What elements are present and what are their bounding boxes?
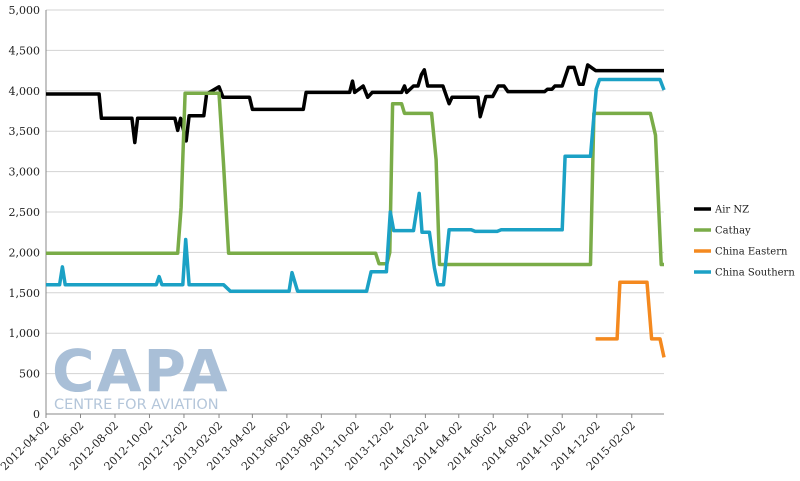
series-lines [46,63,666,358]
y-tick-label: 4,000 [9,85,41,98]
y-tick-label: 1,000 [9,327,41,340]
y-tick-label: 3,500 [9,125,41,138]
legend: Air NZ Cathay China Eastern China Southern [694,205,795,279]
y-tick-label: 4,500 [9,44,41,57]
y-tick-label: 2,500 [9,206,41,219]
series-line-china-southern [46,77,666,293]
legend-label: China Eastern [715,247,788,258]
series-line-cathay [46,91,664,267]
capa-watermark: CAPA CENTRE FOR AVIATION [52,337,230,413]
y-tick-label: 1,500 [9,287,41,300]
series-line-china-eastern [595,280,666,358]
legend-label: China Southern [715,268,795,279]
series-line-air-nz [46,63,664,145]
y-tick-label: 3,000 [9,166,41,179]
y-tick-label: 0 [33,408,40,421]
watermark-tagline: CENTRE FOR AVIATION [54,397,219,413]
grid-lines [46,9,664,375]
legend-label: Cathay [715,226,751,237]
legend-label: Air NZ [714,205,749,216]
watermark-logo: CAPA [52,337,230,405]
y-tick-label: 2,000 [9,246,41,259]
y-tick-label: 500 [19,368,40,381]
y-tick-label: 5,000 [9,4,41,17]
